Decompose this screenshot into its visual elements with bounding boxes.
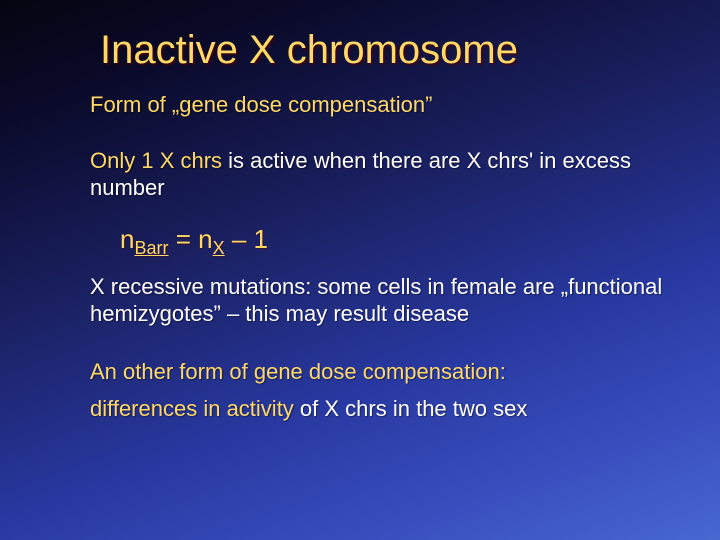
formula-eq: = [168, 224, 198, 254]
slide: Inactive X chromosome Form of „gene dose… [0, 0, 720, 540]
para4-seg1: differences in activity [90, 396, 294, 421]
para2-seg3: – this may result disease [221, 301, 469, 326]
formula-sub-barr: Barr [134, 238, 168, 258]
slide-title: Inactive X chromosome [100, 28, 670, 73]
para-active-x: Only 1 X chrs is active when there are X… [90, 147, 670, 202]
formula-tail: – 1 [225, 224, 268, 254]
para4-seg2: of X chrs in the two sex [294, 396, 528, 421]
subtitle-quoted: „gene dose compensation” [172, 92, 433, 117]
subtitle-pre: Form of [90, 92, 172, 117]
para-recessive: X recessive mutations: some cells in fem… [90, 273, 670, 328]
subtitle: Form of „gene dose compensation” [90, 91, 670, 119]
formula-sub-x: X [213, 238, 225, 258]
para-other-form: An other form of gene dose compensation: [90, 358, 670, 386]
barr-formula: nBarr = nX – 1 [120, 224, 670, 259]
formula-n2: n [198, 224, 212, 254]
para2-seg1: X recessive mutations: some cells in fem… [90, 274, 561, 299]
para1-seg1: Only 1 X chrs [90, 148, 222, 173]
formula-n1: n [120, 224, 134, 254]
para-differences: differences in activity of X chrs in the… [90, 395, 670, 423]
